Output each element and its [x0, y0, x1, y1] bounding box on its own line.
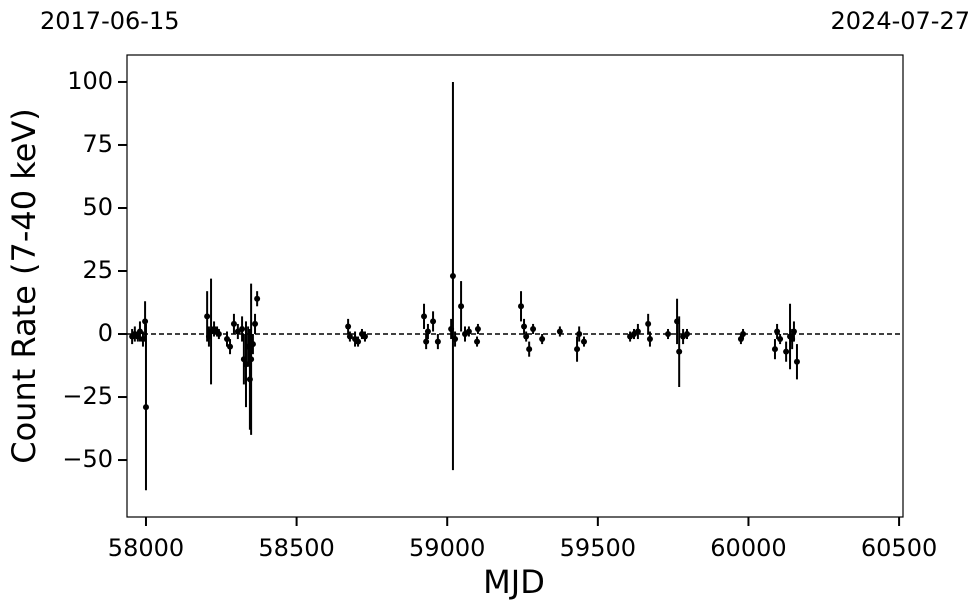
y-tick-label: 100 [67, 67, 113, 95]
data-point [346, 333, 353, 340]
data-point [142, 404, 149, 411]
data-point [521, 323, 528, 330]
data-point [345, 323, 352, 330]
y-tick-label: 25 [82, 256, 113, 284]
data-point [676, 348, 683, 355]
x-tick-label: 59500 [560, 534, 636, 562]
data-point [249, 341, 256, 348]
data-point [227, 343, 234, 350]
data-point [790, 328, 797, 335]
data-point [771, 346, 778, 353]
end-date-label: 2024-07-27 [831, 7, 970, 35]
data-point [430, 318, 437, 325]
data-point [634, 328, 641, 335]
data-point [224, 336, 231, 343]
data-point [452, 336, 459, 343]
data-point [740, 331, 747, 338]
plot-frame [126, 54, 904, 518]
data-point [684, 331, 691, 338]
x-tick-label: 59000 [409, 534, 485, 562]
y-tick-label: −25 [62, 382, 113, 410]
data-point [783, 348, 790, 355]
start-date-label: 2017-06-15 [40, 7, 179, 35]
data-point [645, 320, 652, 327]
data-point [576, 331, 583, 338]
data-point [474, 338, 481, 345]
data-point [556, 328, 563, 335]
data-point [458, 303, 465, 310]
data-point [774, 328, 781, 335]
data-point [474, 325, 481, 332]
data-point [230, 320, 237, 327]
data-point [423, 338, 430, 345]
x-tick-label: 60000 [710, 534, 786, 562]
data-point [136, 328, 143, 335]
data-point [793, 358, 800, 365]
data-point [530, 325, 537, 332]
data-point [518, 303, 525, 310]
data-point [252, 320, 259, 327]
data-point [580, 338, 587, 345]
y-tick-label: −50 [62, 445, 113, 473]
data-point [526, 346, 533, 353]
y-tick-label: 50 [82, 193, 113, 221]
data-point [465, 328, 472, 335]
data-point [361, 333, 368, 340]
data-point [777, 336, 784, 343]
data-point [434, 338, 441, 345]
data-point [665, 331, 672, 338]
data-point [421, 313, 428, 320]
data-point [424, 328, 431, 335]
data-point [539, 336, 546, 343]
data-point [239, 325, 246, 332]
data-point [449, 273, 456, 280]
data-point [523, 333, 530, 340]
data-point [646, 336, 653, 343]
y-axis-label: Count Rate (7-40 keV) [5, 108, 43, 463]
data-point [355, 338, 362, 345]
x-axis-label: MJD [483, 563, 545, 601]
data-point [204, 313, 211, 320]
x-tick-label: 58000 [108, 534, 184, 562]
y-tick-label: 75 [82, 130, 113, 158]
data-point [248, 356, 255, 363]
data-point [574, 346, 581, 353]
y-tick-label: 0 [98, 319, 113, 347]
x-tick-label: 58500 [258, 534, 334, 562]
data-point [142, 318, 149, 325]
data-point [254, 295, 261, 302]
data-point [215, 331, 222, 338]
x-tick-label: 60500 [861, 534, 937, 562]
